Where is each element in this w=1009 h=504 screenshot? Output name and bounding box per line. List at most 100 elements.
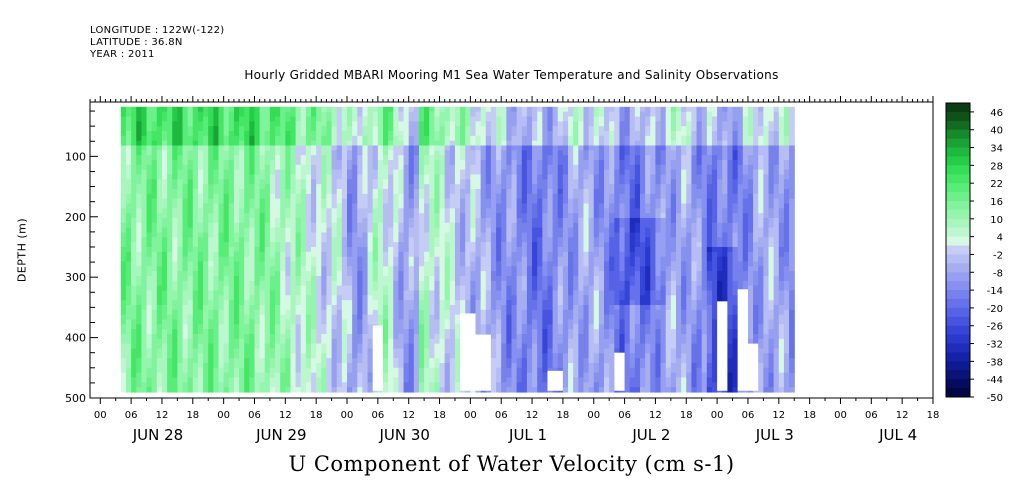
heatmap-cell bbox=[532, 372, 538, 379]
heatmap-cell bbox=[341, 329, 348, 335]
heatmap-cell bbox=[506, 367, 513, 374]
heatmap-cell bbox=[485, 116, 492, 122]
heatmap-cell bbox=[146, 208, 153, 214]
heatmap-cell bbox=[526, 188, 533, 195]
heatmap-cell bbox=[470, 242, 477, 248]
heatmap-cell bbox=[233, 237, 240, 243]
heatmap-cell bbox=[408, 126, 415, 132]
heatmap-cell bbox=[418, 140, 425, 147]
heatmap-cell bbox=[465, 242, 471, 248]
heatmap-cell bbox=[290, 150, 297, 156]
heatmap-cell bbox=[208, 256, 214, 263]
heatmap-cell bbox=[208, 348, 214, 354]
heatmap-cell bbox=[249, 159, 256, 166]
heatmap-cell bbox=[295, 329, 302, 335]
heatmap-cell bbox=[388, 290, 394, 296]
heatmap-cell bbox=[120, 304, 127, 311]
heatmap-cell bbox=[516, 295, 523, 301]
heatmap-cell bbox=[444, 111, 451, 118]
heatmap-cell bbox=[454, 329, 461, 335]
heatmap-cell bbox=[372, 285, 379, 292]
heatmap-cell bbox=[182, 338, 189, 345]
heatmap-cell bbox=[526, 150, 533, 156]
heatmap-cell bbox=[511, 145, 518, 151]
heatmap-cell bbox=[233, 208, 240, 214]
heatmap-cell bbox=[131, 382, 137, 388]
heatmap-cell bbox=[280, 382, 286, 388]
heatmap-cell bbox=[172, 140, 178, 147]
heatmap-cell bbox=[444, 188, 451, 195]
heatmap-cell bbox=[547, 358, 554, 364]
heatmap-cell bbox=[300, 227, 307, 234]
heatmap-cell bbox=[480, 304, 487, 311]
heatmap-cell bbox=[537, 266, 543, 272]
heatmap-cell bbox=[146, 271, 153, 277]
heatmap-cell bbox=[501, 362, 507, 369]
heatmap-cell bbox=[125, 126, 132, 132]
heatmap-cell bbox=[151, 242, 158, 248]
heatmap-cell bbox=[280, 300, 286, 306]
heatmap-cell bbox=[475, 193, 482, 200]
heatmap-cell bbox=[182, 348, 189, 354]
heatmap-cell bbox=[398, 261, 405, 267]
heatmap-cell bbox=[244, 382, 250, 388]
heatmap-cell bbox=[223, 227, 230, 234]
heatmap-cell bbox=[501, 314, 507, 321]
heatmap-cell bbox=[393, 338, 400, 345]
heatmap-cell bbox=[552, 116, 559, 122]
heatmap-cell bbox=[187, 242, 194, 248]
heatmap-cell bbox=[167, 314, 173, 321]
heatmap-cell bbox=[192, 174, 199, 180]
heatmap-cell bbox=[223, 324, 230, 330]
heatmap-cell bbox=[203, 353, 209, 359]
heatmap-cell bbox=[125, 358, 132, 364]
heatmap-cell bbox=[316, 290, 322, 296]
heatmap-cell bbox=[249, 227, 256, 234]
heatmap-cell bbox=[532, 319, 538, 325]
heatmap-cell bbox=[136, 300, 143, 306]
heatmap-cell bbox=[413, 338, 420, 345]
heatmap-cell bbox=[470, 280, 477, 287]
heatmap-cell bbox=[316, 208, 322, 214]
heatmap-cell bbox=[377, 261, 384, 267]
heatmap-cell bbox=[367, 285, 374, 292]
heatmap-cell bbox=[141, 237, 148, 243]
heatmap-cell bbox=[496, 246, 502, 253]
heatmap-cell bbox=[331, 251, 338, 258]
heatmap-cell bbox=[542, 232, 549, 238]
heatmap-cell bbox=[501, 348, 507, 354]
heatmap-cell bbox=[249, 193, 256, 200]
heatmap-cell bbox=[239, 271, 245, 277]
heatmap-cell bbox=[485, 150, 492, 156]
heatmap-cell bbox=[197, 246, 204, 253]
heatmap-cell bbox=[197, 387, 204, 393]
heatmap-cell bbox=[501, 256, 507, 263]
heatmap-cell bbox=[275, 237, 281, 243]
heatmap-cell bbox=[403, 217, 410, 224]
heatmap-cell bbox=[249, 372, 256, 379]
heatmap-cell bbox=[192, 372, 199, 379]
heatmap-cell bbox=[403, 155, 410, 161]
heatmap-cell bbox=[218, 188, 225, 195]
heatmap-cell bbox=[228, 121, 235, 127]
heatmap-cell bbox=[393, 155, 400, 161]
heatmap-cell bbox=[341, 121, 348, 127]
heatmap-cell bbox=[197, 155, 204, 161]
heatmap-cell bbox=[120, 164, 127, 171]
heatmap-cell bbox=[547, 338, 554, 345]
heatmap-cell bbox=[269, 275, 276, 282]
heatmap-cell bbox=[362, 227, 369, 234]
heatmap-cell bbox=[316, 198, 322, 205]
heatmap-cell bbox=[172, 387, 178, 393]
heatmap-cell bbox=[424, 377, 430, 383]
heatmap-cell bbox=[526, 353, 533, 359]
heatmap-cell bbox=[254, 208, 261, 214]
heatmap-cell bbox=[244, 377, 250, 383]
heatmap-cell bbox=[151, 188, 158, 195]
heatmap-cell bbox=[537, 256, 543, 263]
heatmap-cell bbox=[341, 372, 348, 379]
heatmap-cell bbox=[228, 280, 235, 287]
heatmap-cell bbox=[295, 179, 302, 185]
heatmap-cell bbox=[300, 372, 307, 379]
heatmap-cell bbox=[146, 266, 153, 272]
